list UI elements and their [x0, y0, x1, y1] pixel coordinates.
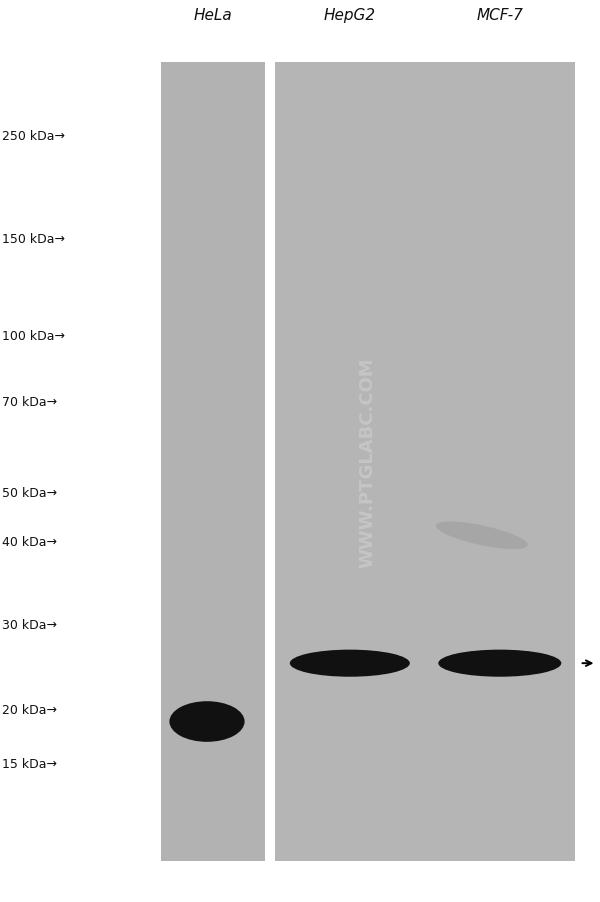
Bar [161, 63, 265, 861]
Text: 20 kDa→: 20 kDa→ [2, 704, 57, 716]
Text: 15 kDa→: 15 kDa→ [2, 758, 57, 770]
Text: 40 kDa→: 40 kDa→ [2, 536, 57, 548]
Bar [265, 63, 275, 861]
Text: 30 kDa→: 30 kDa→ [2, 619, 57, 631]
Text: 50 kDa→: 50 kDa→ [2, 486, 57, 499]
Bar [275, 63, 575, 861]
Text: 100 kDa→: 100 kDa→ [2, 329, 65, 343]
Text: HepG2: HepG2 [324, 7, 376, 23]
Ellipse shape [169, 702, 245, 742]
Ellipse shape [290, 650, 410, 677]
Text: HeLa: HeLa [194, 7, 232, 23]
Text: 250 kDa→: 250 kDa→ [2, 130, 65, 143]
Text: 150 kDa→: 150 kDa→ [2, 233, 65, 245]
Ellipse shape [438, 650, 562, 677]
Text: 70 kDa→: 70 kDa→ [2, 396, 57, 409]
Ellipse shape [436, 522, 528, 549]
Text: WWW.PTGLABC.COM: WWW.PTGLABC.COM [359, 357, 377, 567]
Text: MCF-7: MCF-7 [476, 7, 523, 23]
